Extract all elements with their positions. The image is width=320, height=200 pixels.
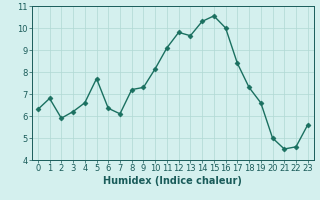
X-axis label: Humidex (Indice chaleur): Humidex (Indice chaleur) <box>103 176 242 186</box>
